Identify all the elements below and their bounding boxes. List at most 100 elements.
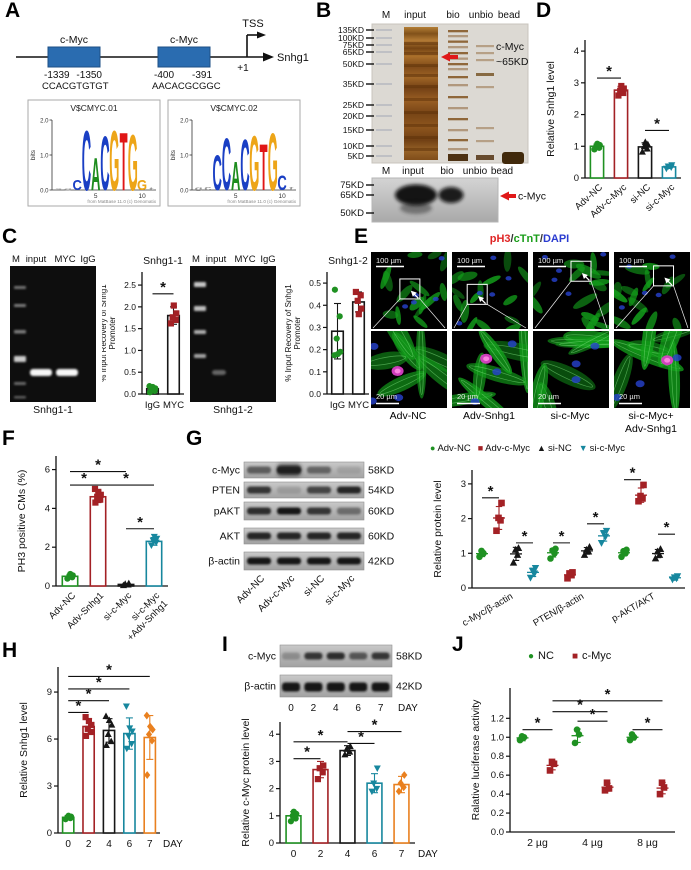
svg-text:1.2: 1.2 (491, 713, 504, 724)
svg-text:2: 2 (311, 703, 317, 714)
svg-text:IgG: IgG (145, 400, 160, 411)
svg-text:0.0: 0.0 (40, 189, 49, 195)
svg-text:0.0: 0.0 (124, 389, 136, 399)
chart-chip-snhg1-2: 0.0 0.1 0.2 0.3 0.4 0.5 % Input Recovery of Sn… (284, 255, 369, 411)
svg-text:20 µm: 20 µm (457, 392, 478, 401)
svg-text:*: * (123, 470, 129, 487)
svg-text:0.4: 0.4 (309, 300, 321, 310)
svg-text:M: M (192, 254, 200, 265)
svg-text:20KD: 20KD (343, 111, 364, 121)
svg-text:*: * (81, 470, 87, 487)
svg-text:7: 7 (147, 839, 153, 850)
svg-text:0.6: 0.6 (491, 770, 504, 781)
svg-text:1: 1 (269, 811, 274, 822)
svg-text:Promoter: Promoter (293, 316, 302, 349)
western-blots-panel-i: c-Myc 58KD β-actin 42KD 0 2 4 6 7 DAY (244, 644, 423, 714)
svg-text:0.2: 0.2 (309, 345, 321, 355)
svg-text:*: * (106, 661, 112, 678)
svg-text:1.0: 1.0 (124, 345, 136, 355)
svg-text:input: input (404, 10, 426, 21)
svg-text:V$CMYC.02: V$CMYC.02 (210, 103, 258, 113)
svg-text:58KD: 58KD (368, 465, 395, 477)
svg-text:6: 6 (355, 703, 361, 714)
svg-text:IgG: IgG (260, 254, 275, 265)
legend-label: Adv-NC (437, 443, 471, 454)
svg-text:100KD: 100KD (338, 33, 364, 43)
svg-text:Relative Snhg1 level: Relative Snhg1 level (18, 702, 30, 798)
svg-text:50KD: 50KD (340, 208, 364, 219)
svg-text:DAY: DAY (163, 839, 183, 850)
svg-text:*: * (160, 279, 166, 296)
svg-text:*: * (559, 528, 565, 545)
svg-text:unbio: unbio (469, 10, 494, 21)
svg-text:2.5: 2.5 (124, 280, 136, 290)
svg-text:4: 4 (333, 703, 339, 714)
svg-text:4: 4 (269, 729, 274, 740)
panel-g-label: G (186, 427, 203, 450)
svg-text:c-Myc: c-Myc (518, 191, 546, 203)
svg-text:10: 10 (138, 193, 146, 200)
svg-text:0.0: 0.0 (491, 827, 504, 838)
title-part: pH3 (489, 233, 511, 245)
svg-text:C: C (240, 125, 249, 206)
legend-item: ■ c-Myc (572, 650, 611, 662)
svg-text:G: G (109, 113, 119, 208)
legend-item: ▼ si-c-Myc (579, 443, 625, 454)
svg-text:bead: bead (498, 10, 520, 21)
svg-text:65KD: 65KD (340, 190, 364, 201)
image-column-label: Adv-Snhg1 (463, 410, 515, 422)
svg-text:0: 0 (461, 583, 466, 594)
panel-j-label: J (452, 633, 464, 656)
svg-text:G: G (268, 117, 278, 208)
svg-text:8 µg: 8 µg (637, 837, 658, 849)
svg-text:100 µm: 100 µm (538, 256, 563, 265)
svg-text:5KD: 5KD (347, 151, 364, 161)
svg-text:*: * (630, 465, 636, 482)
image-column-label: si-c-Myc+ Adv-Snhg1 (625, 410, 677, 435)
svg-text:35KD: 35KD (343, 79, 364, 89)
svg-text:G: G (128, 119, 138, 208)
svg-text:*: * (304, 744, 310, 761)
svg-text:MYC: MYC (54, 254, 75, 265)
svg-text:-1350: -1350 (76, 70, 102, 81)
svg-text:0: 0 (45, 581, 50, 592)
svg-text:1.0: 1.0 (180, 154, 189, 160)
svg-text:4 µg: 4 µg (582, 837, 603, 849)
svg-text:2: 2 (318, 849, 324, 860)
svg-text:10KD: 10KD (343, 141, 364, 151)
svg-text:6: 6 (372, 849, 378, 860)
svg-text:M: M (382, 10, 390, 21)
svg-text:AKT: AKT (220, 531, 241, 543)
panel-i-label: I (222, 633, 228, 656)
svg-text:0: 0 (269, 838, 274, 849)
title-part: DAPI (542, 233, 570, 245)
svg-text:60KD: 60KD (368, 531, 395, 543)
svg-text:1.5: 1.5 (124, 324, 136, 334)
svg-text:t: t (149, 187, 154, 191)
svg-text:C: C (100, 120, 109, 206)
svg-text:*: * (606, 63, 612, 80)
title-part: cTnT (513, 233, 540, 245)
svg-text:2: 2 (574, 110, 579, 121)
svg-text:Relative Snhg1 level: Relative Snhg1 level (545, 61, 557, 157)
svg-text:2 µg: 2 µg (527, 837, 548, 849)
svg-text:G: G (137, 177, 147, 193)
svg-text:% Input Recovery of Snhg1: % Input Recovery of Snhg1 (102, 284, 108, 382)
svg-text:Relative c-Myc protein level: Relative c-Myc protein level (240, 718, 252, 846)
svg-text:*: * (96, 674, 102, 691)
title-part: / (539, 233, 543, 245)
svg-text:42KD: 42KD (368, 556, 395, 568)
svg-text:0: 0 (291, 849, 297, 860)
svg-text:100 µm: 100 µm (376, 256, 401, 265)
svg-text:58KD: 58KD (396, 651, 423, 663)
svg-text:2: 2 (86, 839, 92, 850)
svg-text:input: input (26, 254, 47, 265)
svg-text:*: * (593, 509, 599, 526)
svg-text:Snhg1-2: Snhg1-2 (328, 255, 368, 267)
svg-text:Snhg1-1: Snhg1-1 (33, 404, 73, 416)
svg-text:15KD: 15KD (343, 125, 364, 135)
